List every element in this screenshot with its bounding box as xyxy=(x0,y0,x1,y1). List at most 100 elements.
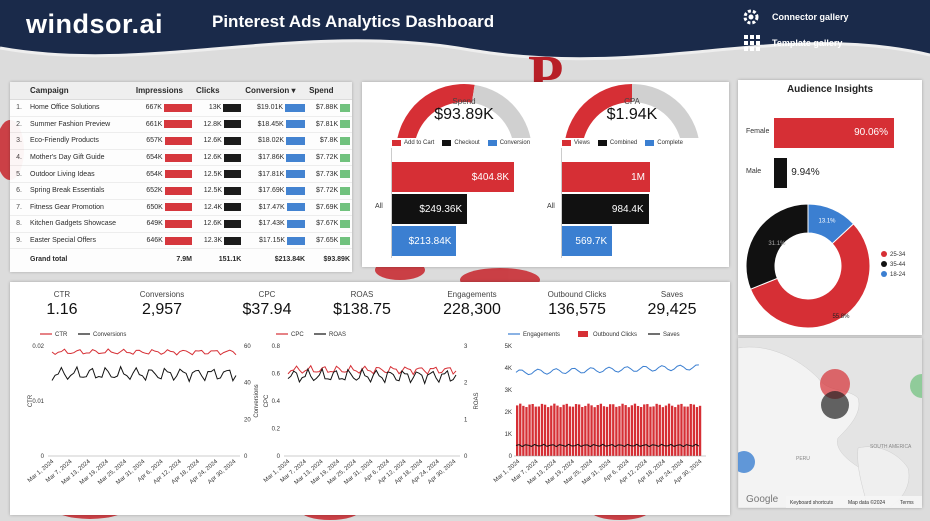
keyboard-shortcuts-link[interactable]: Keyboard shortcuts xyxy=(790,500,834,506)
funnel_right-bar[interactable]: 1M xyxy=(562,162,650,192)
outbound-bar[interactable] xyxy=(627,407,630,456)
outbound-bar[interactable] xyxy=(621,403,624,456)
table-row[interactable]: 8. Kitchen Gadgets Showcase 649K 12.6K $… xyxy=(10,215,352,233)
outbound-bar[interactable] xyxy=(602,406,606,456)
outbound-bar[interactable] xyxy=(516,405,519,456)
outbound-bar[interactable] xyxy=(636,405,640,456)
outbound-bar[interactable] xyxy=(525,407,528,456)
outbound-bar[interactable] xyxy=(574,404,578,456)
outbound-bar[interactable] xyxy=(667,403,671,456)
outbound-bar[interactable] xyxy=(562,404,565,456)
outbound-bar[interactable] xyxy=(664,405,668,456)
outbound-bar[interactable] xyxy=(674,407,677,456)
outbound-bar[interactable] xyxy=(519,403,522,456)
outbound-bar[interactable] xyxy=(680,403,683,456)
series-line-1[interactable] xyxy=(51,365,237,383)
outbound-bar[interactable] xyxy=(640,406,643,456)
outbound-bar[interactable] xyxy=(540,403,544,456)
outbound-bar[interactable] xyxy=(537,406,541,456)
windsor-logo[interactable]: windsor.ai xyxy=(26,9,164,39)
outbound-bar[interactable] xyxy=(615,406,618,456)
outbound-bar[interactable] xyxy=(590,405,593,456)
outbound-bar[interactable] xyxy=(584,405,587,456)
outbound-bar[interactable] xyxy=(677,404,680,456)
funnel_left-bar[interactable]: $404.8K xyxy=(392,162,514,192)
outbound-bar[interactable] xyxy=(565,403,568,456)
col-conversion[interactable]: Conversion ▾ xyxy=(243,82,308,100)
table-row[interactable]: 1. Home Office Solutions 667K 13K $19.01… xyxy=(10,99,352,117)
table-row[interactable]: 5. Outdoor Living Ideas 654K 12.5K $17.8… xyxy=(10,165,352,183)
table-row[interactable]: 3. Eco-Friendly Products 657K 12.6K $18.… xyxy=(10,132,352,150)
outbound-bar[interactable] xyxy=(692,404,696,456)
outbound-bar[interactable] xyxy=(543,404,547,456)
saves-line[interactable] xyxy=(515,443,700,448)
outbound-bar[interactable] xyxy=(686,406,689,456)
series-line-0[interactable] xyxy=(287,364,457,376)
outbound-bar[interactable] xyxy=(633,403,637,456)
outbound-bar[interactable] xyxy=(646,404,649,456)
donut-slice-35-44[interactable] xyxy=(745,203,809,290)
outbound-bar[interactable] xyxy=(568,406,572,456)
outbound-bar[interactable] xyxy=(559,407,562,456)
outbound-bar[interactable] xyxy=(649,406,652,456)
outbound-bar[interactable] xyxy=(571,406,575,456)
outbound-bar[interactable] xyxy=(661,407,665,456)
outbound-bar[interactable] xyxy=(531,403,534,456)
gender-bar[interactable] xyxy=(774,118,894,148)
funnel_right-bar[interactable]: 569.7K xyxy=(562,226,613,256)
donut-slice-25-34[interactable] xyxy=(749,223,871,329)
map-bubble-black[interactable] xyxy=(821,391,849,419)
table-row[interactable]: 4. Mother's Day Gift Guide 654K 12.6K $1… xyxy=(10,149,352,167)
outbound-bar[interactable] xyxy=(618,406,621,456)
outbound-bar[interactable] xyxy=(643,404,646,456)
funnel_right-bar[interactable]: 984.4K xyxy=(562,194,649,224)
outbound-bar[interactable] xyxy=(596,405,599,456)
series-line-1[interactable] xyxy=(287,367,457,386)
outbound-bar[interactable] xyxy=(593,407,596,456)
outbound-bar[interactable] xyxy=(547,407,550,456)
map-bubble-red[interactable] xyxy=(820,369,850,399)
outbound-bar[interactable] xyxy=(695,407,699,456)
outbound-bar[interactable] xyxy=(599,403,603,456)
terms-link[interactable]: Terms xyxy=(900,500,914,506)
map-bubble-blue[interactable] xyxy=(733,451,755,473)
col-impressions[interactable]: Impressions xyxy=(133,82,194,100)
outbound-bar[interactable] xyxy=(624,405,627,456)
col-clicks[interactable]: Clicks xyxy=(193,82,244,100)
table-row[interactable]: 9. Easter Special Offers 646K 12.3K $17.… xyxy=(10,232,352,250)
outbound-bar[interactable] xyxy=(522,405,525,456)
donut-slice-18-24[interactable] xyxy=(807,203,855,245)
outbound-bar[interactable] xyxy=(652,406,655,456)
outbound-bar[interactable] xyxy=(578,404,581,456)
outbound-bar[interactable] xyxy=(534,406,537,456)
connector-gallery-link[interactable]: Connector gallery xyxy=(742,8,849,26)
geo-map[interactable]: SOUTH AMERICA PERU Google Keyboard short… xyxy=(733,338,930,509)
outbound-bar[interactable] xyxy=(630,405,634,456)
outbound-bar[interactable] xyxy=(689,403,692,456)
outbound-bar[interactable] xyxy=(553,403,556,456)
outbound-bar[interactable] xyxy=(612,404,615,456)
outbound-bar[interactable] xyxy=(528,404,531,456)
table-row[interactable]: 7. Fitness Gear Promotion 650K 12.4K $17… xyxy=(10,199,352,217)
engagements-line[interactable] xyxy=(515,364,699,376)
funnel_left-bar[interactable]: $213.84K xyxy=(392,226,457,256)
outbound-bar[interactable] xyxy=(605,406,609,456)
outbound-bar[interactable] xyxy=(698,405,702,456)
outbound-bar[interactable] xyxy=(581,407,584,456)
outbound-bar[interactable] xyxy=(587,403,590,456)
outbound-bar[interactable] xyxy=(655,403,658,456)
outbound-bar[interactable] xyxy=(683,406,686,456)
template-gallery-link[interactable]: Template gallery xyxy=(742,34,842,52)
gender-bar[interactable] xyxy=(774,158,788,188)
funnel_left-bar[interactable]: $249.36K xyxy=(392,194,468,224)
table-row[interactable]: 6. Spring Break Essentials 652K 12.5K $1… xyxy=(10,182,352,200)
outbound-bar[interactable] xyxy=(556,405,559,456)
series-line-0[interactable] xyxy=(51,348,237,356)
outbound-bar[interactable] xyxy=(671,405,674,456)
table-row[interactable]: 2. Summer Fashion Preview 661K 12.8K $18… xyxy=(10,116,352,134)
col-campaign[interactable]: Campaign xyxy=(28,82,134,100)
outbound-bar[interactable] xyxy=(609,404,612,456)
outbound-bar[interactable] xyxy=(550,405,553,456)
outbound-bar[interactable] xyxy=(658,404,661,456)
col-spend[interactable]: Spend xyxy=(307,82,352,100)
